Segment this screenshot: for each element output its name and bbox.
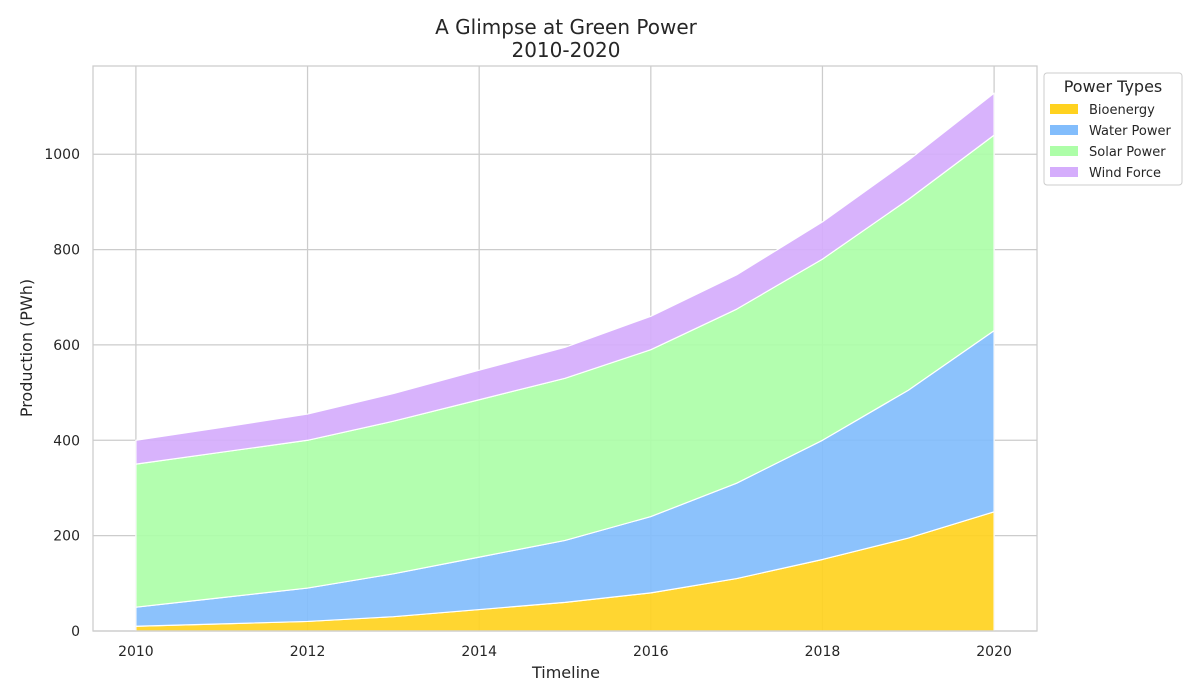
legend-entry-label: Solar Power [1089,145,1166,160]
legend: Power Types Bioenergy Water Power Solar Po… [1043,72,1183,186]
y-tick-label: 0 [71,624,80,640]
legend-entry-label: Bioenergy [1089,103,1155,118]
legend-swatch [1050,167,1078,177]
y-tick-label: 600 [53,338,80,354]
y-tick-label: 800 [53,243,80,259]
x-tick-label: 2010 [118,644,154,660]
x-axis-label: Timeline [531,663,600,682]
y-tick-label: 1000 [44,147,80,163]
x-tick-label: 2012 [290,644,326,660]
legend-items: Bioenergy Water Power Solar Power Wind Forc… [1050,103,1172,181]
legend-entry-label: Water Power [1089,124,1172,139]
legend-entry-label: Wind Force [1089,166,1161,181]
plot-frame [92,65,1038,632]
legend-swatch [1050,146,1078,156]
x-tick-label: 2014 [461,644,497,660]
axis-ticks: 2010 2012 2014 2016 2018 2020 0 200 400 600 800 100… [44,147,1012,660]
chart-subtitle: 2010-2020 [511,38,620,62]
legend-title: Power Types [1064,77,1163,96]
legend-swatch [1050,104,1078,114]
y-tick-label: 400 [53,433,80,449]
legend-swatch [1050,125,1078,135]
x-tick-label: 2016 [633,644,669,660]
x-tick-label: 2018 [805,644,841,660]
area-wind-force [135,92,995,465]
chart-title: A Glimpse at Green Power [435,15,698,39]
legend-box [1043,72,1183,186]
area-series [135,92,995,632]
y-axis-label: Production (PWh) [17,279,36,417]
y-tick-label: 200 [53,529,80,545]
x-tick-label: 2020 [976,644,1012,660]
